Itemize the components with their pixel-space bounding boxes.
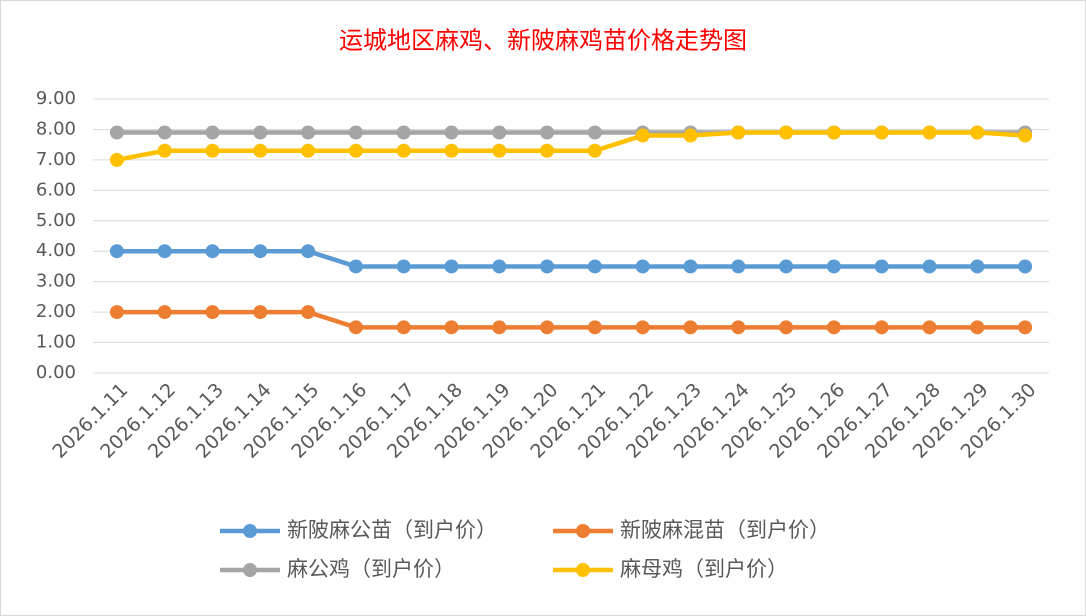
data-point <box>348 125 363 140</box>
data-point <box>301 143 316 158</box>
data-point <box>205 244 220 259</box>
data-point <box>970 320 985 335</box>
data-point <box>253 244 268 259</box>
y-tick-label: 2.00 <box>36 301 76 322</box>
data-point <box>874 259 889 274</box>
y-tick-label: 9.00 <box>36 88 76 109</box>
data-point <box>922 320 937 335</box>
series-line <box>116 309 1026 330</box>
data-point <box>922 259 937 274</box>
data-point <box>109 152 124 167</box>
data-point <box>444 125 459 140</box>
data-point <box>157 125 172 140</box>
data-point <box>109 125 124 140</box>
data-point <box>779 259 794 274</box>
data-point <box>205 125 220 140</box>
data-point <box>540 125 555 140</box>
y-tick-label: 6.00 <box>36 179 76 200</box>
data-point <box>587 320 602 335</box>
legend-marker <box>243 563 257 577</box>
data-point <box>779 320 794 335</box>
data-point <box>348 143 363 158</box>
y-tick-label: 3.00 <box>36 271 76 292</box>
data-point <box>492 125 507 140</box>
y-tick-label: 5.00 <box>36 210 76 231</box>
data-point <box>348 259 363 274</box>
data-point <box>109 244 124 259</box>
data-point <box>396 320 411 335</box>
data-point <box>731 320 746 335</box>
data-point <box>826 320 841 335</box>
data-point <box>253 125 268 140</box>
data-point <box>253 305 268 320</box>
legend-marker <box>243 524 257 538</box>
legend-marker <box>576 524 590 538</box>
data-point <box>635 259 650 274</box>
y-tick-label: 8.00 <box>36 118 76 139</box>
y-tick-label: 0.00 <box>36 362 76 383</box>
data-point <box>1018 320 1033 335</box>
series-line <box>116 130 1026 163</box>
y-tick-label: 4.00 <box>36 240 76 261</box>
data-point <box>587 143 602 158</box>
data-point <box>444 320 459 335</box>
data-point <box>540 259 555 274</box>
data-point <box>157 305 172 320</box>
data-point <box>444 259 459 274</box>
data-point <box>922 125 937 140</box>
data-point <box>635 128 650 143</box>
data-point <box>492 320 507 335</box>
data-point <box>683 128 698 143</box>
data-point <box>348 320 363 335</box>
data-point <box>683 259 698 274</box>
data-point <box>970 125 985 140</box>
data-point <box>683 320 698 335</box>
data-point <box>826 259 841 274</box>
data-point <box>301 125 316 140</box>
data-point <box>731 125 746 140</box>
data-point <box>301 244 316 259</box>
y-tick-label: 7.00 <box>36 149 76 170</box>
data-point <box>587 125 602 140</box>
data-point <box>205 143 220 158</box>
data-point <box>874 320 889 335</box>
data-point <box>109 305 124 320</box>
legend-marker <box>576 563 590 577</box>
data-point <box>444 143 459 158</box>
data-point <box>970 259 985 274</box>
data-point <box>396 143 411 158</box>
data-point <box>396 125 411 140</box>
data-point <box>1018 259 1033 274</box>
legend-label: 麻公鸡（到户价） <box>287 557 455 581</box>
data-point <box>826 125 841 140</box>
data-point <box>157 143 172 158</box>
data-point <box>253 143 268 158</box>
data-point <box>540 320 555 335</box>
data-point <box>157 244 172 259</box>
legend-label: 麻母鸡（到户价） <box>620 557 788 581</box>
y-tick-label: 1.00 <box>36 332 76 353</box>
data-point <box>301 305 316 320</box>
data-point <box>779 125 794 140</box>
legend-label: 新陂麻混苗（到户价） <box>620 518 830 542</box>
data-point <box>396 259 411 274</box>
data-point <box>540 143 555 158</box>
data-point <box>874 125 889 140</box>
data-point <box>587 259 602 274</box>
data-point <box>1018 128 1033 143</box>
data-point <box>492 143 507 158</box>
series-line <box>116 248 1026 269</box>
data-point <box>731 259 746 274</box>
legend-label: 新陂麻公苗（到户价） <box>287 518 497 542</box>
data-point <box>492 259 507 274</box>
chart-title: 运城地区麻鸡、新陂麻鸡苗价格走势图 <box>339 27 747 55</box>
data-point <box>635 320 650 335</box>
data-point <box>205 305 220 320</box>
